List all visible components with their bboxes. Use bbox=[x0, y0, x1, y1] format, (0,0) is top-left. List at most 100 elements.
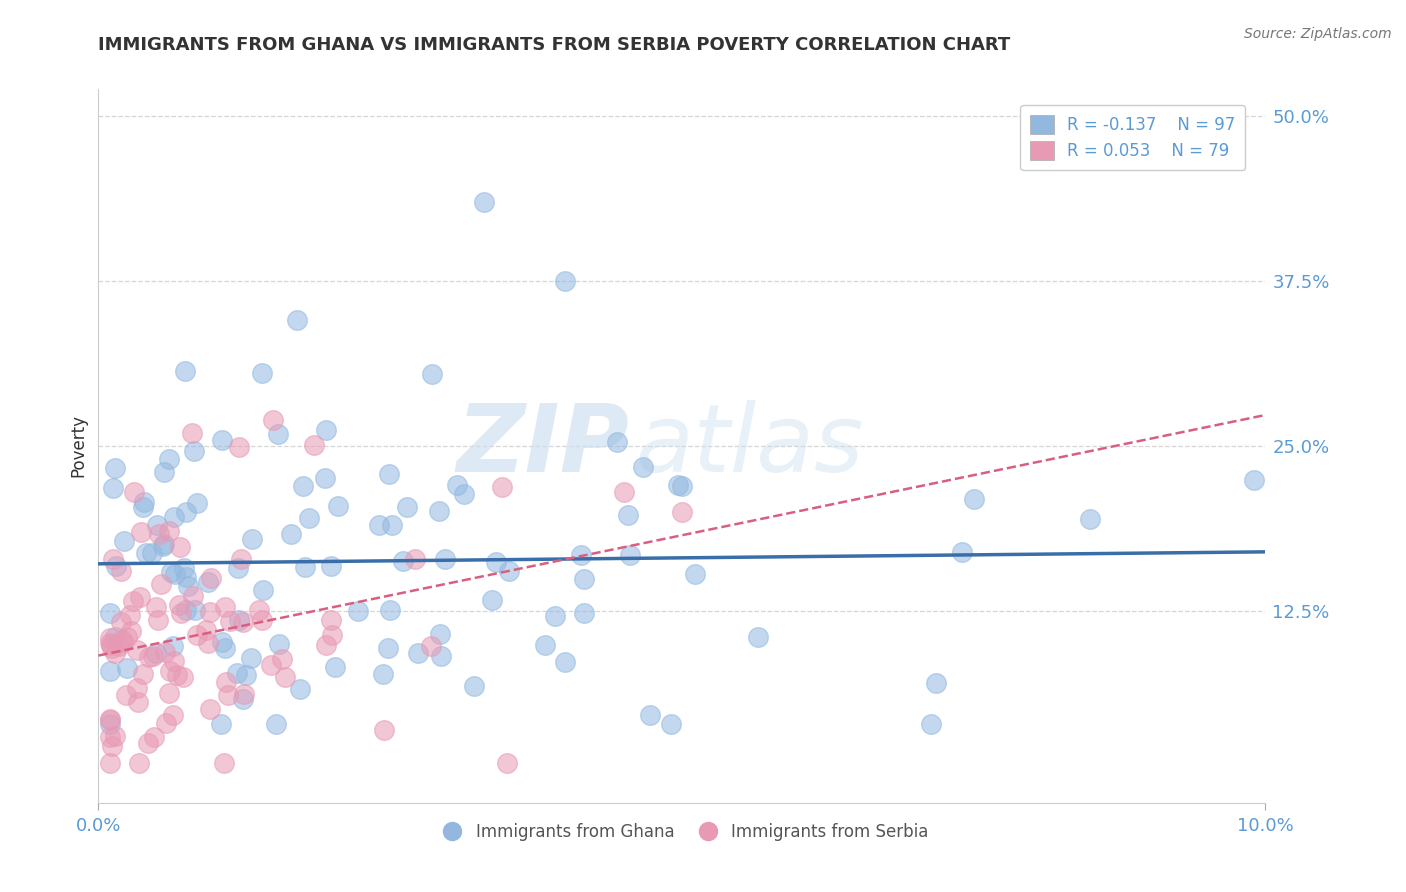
Point bbox=[104, 646, 127, 660]
Point bbox=[533, 638, 555, 652]
Point bbox=[117, 630, 139, 644]
Point bbox=[209, 716, 232, 731]
Point bbox=[288, 681, 311, 696]
Point bbox=[496, 756, 519, 771]
Point bbox=[104, 559, 127, 574]
Point bbox=[214, 756, 236, 771]
Point bbox=[111, 635, 134, 649]
Point bbox=[314, 471, 336, 485]
Point bbox=[925, 676, 948, 690]
Point bbox=[110, 615, 132, 629]
Point bbox=[950, 545, 973, 559]
Point bbox=[659, 716, 682, 731]
Point bbox=[226, 666, 249, 681]
Point bbox=[453, 487, 475, 501]
Point bbox=[250, 367, 273, 381]
Point bbox=[404, 552, 426, 566]
Point bbox=[173, 560, 195, 574]
Point bbox=[141, 545, 163, 559]
Point bbox=[211, 433, 233, 447]
Point bbox=[267, 637, 290, 651]
Point bbox=[406, 646, 429, 660]
Point bbox=[554, 274, 576, 288]
Point bbox=[298, 511, 321, 525]
Point bbox=[98, 665, 121, 679]
Point bbox=[100, 638, 122, 652]
Point bbox=[262, 412, 284, 426]
Point bbox=[103, 551, 125, 566]
Point bbox=[463, 680, 485, 694]
Point bbox=[215, 674, 238, 689]
Point bbox=[264, 716, 287, 731]
Point bbox=[174, 505, 197, 519]
Point bbox=[326, 499, 349, 513]
Point bbox=[214, 641, 236, 656]
Point bbox=[315, 423, 337, 437]
Point bbox=[136, 736, 159, 750]
Point bbox=[683, 566, 706, 581]
Point bbox=[98, 636, 121, 650]
Y-axis label: Poverty: Poverty bbox=[69, 415, 87, 477]
Point bbox=[138, 649, 160, 664]
Point bbox=[134, 495, 156, 509]
Point bbox=[112, 534, 135, 549]
Point bbox=[321, 558, 343, 573]
Point bbox=[572, 572, 595, 586]
Point bbox=[321, 613, 343, 627]
Point bbox=[174, 569, 197, 583]
Point bbox=[240, 532, 263, 546]
Point bbox=[671, 478, 693, 492]
Point bbox=[285, 313, 308, 327]
Point bbox=[157, 451, 180, 466]
Point bbox=[153, 645, 176, 659]
Point bbox=[226, 561, 249, 575]
Point bbox=[569, 549, 592, 563]
Point bbox=[110, 564, 132, 578]
Point bbox=[219, 614, 242, 628]
Point bbox=[174, 603, 197, 617]
Point bbox=[152, 539, 174, 553]
Point bbox=[427, 504, 450, 518]
Point bbox=[108, 640, 131, 654]
Point bbox=[197, 575, 219, 590]
Point bbox=[377, 640, 399, 655]
Point bbox=[491, 480, 513, 494]
Point bbox=[294, 559, 316, 574]
Point bbox=[173, 364, 195, 378]
Point bbox=[167, 598, 190, 612]
Point bbox=[146, 517, 169, 532]
Point bbox=[420, 368, 443, 382]
Point bbox=[101, 640, 124, 655]
Point bbox=[270, 651, 292, 665]
Point bbox=[554, 656, 576, 670]
Point bbox=[125, 643, 148, 657]
Point bbox=[280, 527, 302, 541]
Point bbox=[114, 688, 136, 702]
Point bbox=[228, 613, 250, 627]
Point bbox=[235, 668, 257, 682]
Point bbox=[142, 730, 165, 744]
Point bbox=[115, 661, 138, 675]
Point bbox=[373, 667, 395, 681]
Point bbox=[260, 658, 283, 673]
Point bbox=[231, 552, 253, 566]
Point bbox=[671, 505, 693, 519]
Point bbox=[232, 615, 254, 629]
Point bbox=[619, 548, 641, 562]
Point bbox=[472, 194, 495, 209]
Point bbox=[145, 646, 167, 660]
Point bbox=[98, 730, 121, 744]
Point bbox=[159, 665, 181, 679]
Point bbox=[373, 723, 395, 737]
Point bbox=[291, 479, 314, 493]
Text: ZIP: ZIP bbox=[457, 400, 630, 492]
Point bbox=[252, 583, 274, 598]
Point bbox=[612, 485, 634, 500]
Point bbox=[616, 508, 638, 522]
Legend: Immigrants from Ghana, Immigrants from Serbia: Immigrants from Ghana, Immigrants from S… bbox=[429, 817, 935, 848]
Point bbox=[148, 527, 170, 541]
Point bbox=[392, 554, 415, 568]
Point bbox=[572, 606, 595, 620]
Point bbox=[195, 623, 218, 637]
Point bbox=[125, 681, 148, 696]
